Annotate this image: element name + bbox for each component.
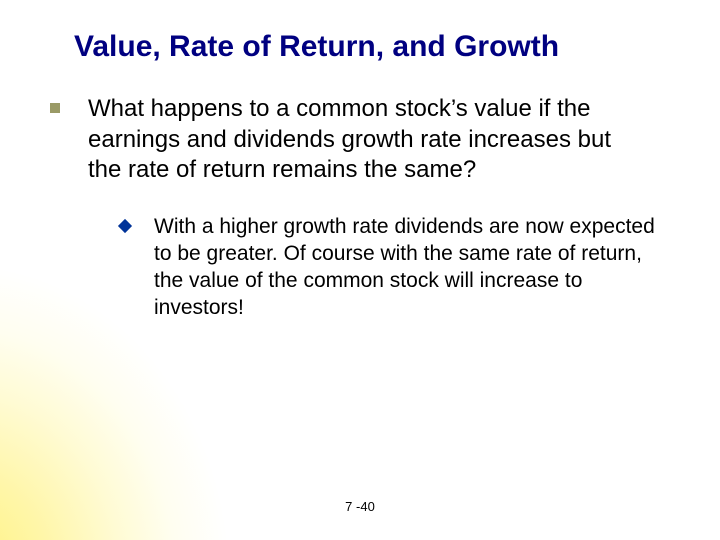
level2-text: With a higher growth rate dividends are … <box>154 214 674 322</box>
bullet-level1: What happens to a common stock’s value i… <box>44 94 676 186</box>
slide-container: Value, Rate of Return, and Growth What h… <box>0 0 720 540</box>
level1-text: What happens to a common stock’s value i… <box>88 94 648 186</box>
diamond-bullet-icon <box>118 219 132 233</box>
square-bullet-icon <box>50 103 60 113</box>
slide-number: 7 -40 <box>0 499 720 514</box>
slide-title: Value, Rate of Return, and Growth <box>44 30 676 64</box>
bullet-level2: With a higher growth rate dividends are … <box>44 214 676 322</box>
